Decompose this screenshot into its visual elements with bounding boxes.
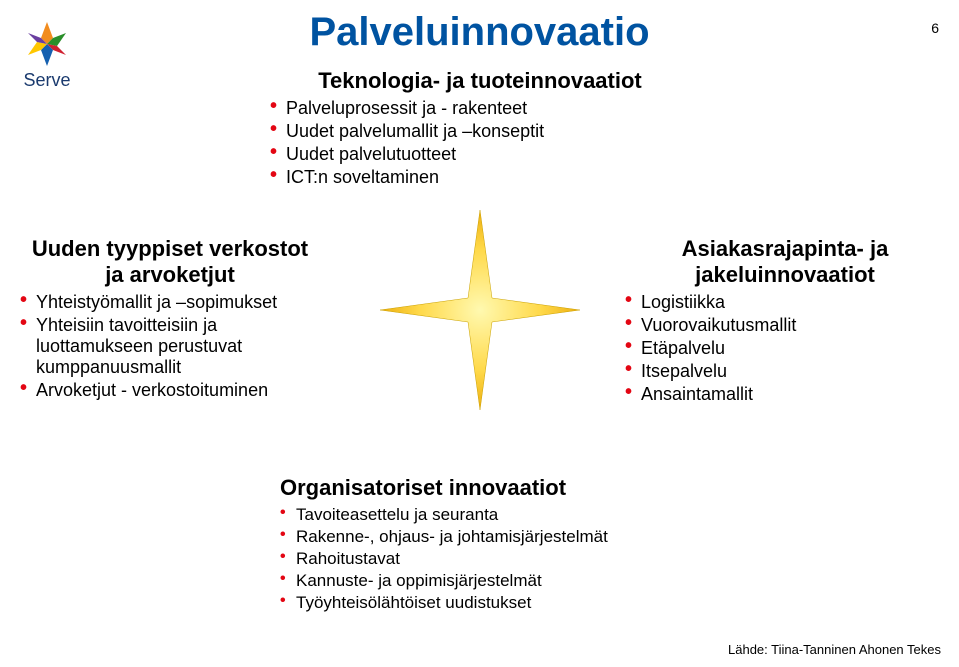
- list-item: Uudet palvelumallit ja –konseptit: [270, 121, 690, 142]
- list-item: Tavoiteasettelu ja seuranta: [280, 505, 700, 525]
- list-item: Ansaintamallit: [625, 384, 945, 405]
- list-item: Itsepalvelu: [625, 361, 945, 382]
- list-bottom: Tavoiteasettelu ja seuranta Rakenne-, oh…: [280, 505, 700, 613]
- block-top: Teknologia- ja tuoteinnovaatiot Palvelup…: [270, 68, 690, 190]
- list-item: Logistiikka: [625, 292, 945, 313]
- block-right: Asiakasrajapinta- ja jakeluinnovaatiot L…: [625, 236, 945, 407]
- list-item: Palveluprosessit ja - rakenteet: [270, 98, 690, 119]
- list-right: Logistiikka Vuorovaikutusmallit Etäpalve…: [625, 292, 945, 405]
- heading-bottom: Organisatoriset innovaatiot: [280, 475, 700, 501]
- heading-left: Uuden tyyppiset verkostot ja arvoketjut: [20, 236, 320, 288]
- list-item: Työyhteisölähtöiset uudistukset: [280, 593, 700, 613]
- source-text: Lähde: Tiina-Tanninen Ahonen Tekes: [728, 642, 941, 657]
- list-item: Etäpalvelu: [625, 338, 945, 359]
- list-left: Yhteistyömallit ja –sopimukset Yhteisiin…: [20, 292, 320, 401]
- center-star-icon: [380, 210, 580, 410]
- list-item: Rakenne-, ohjaus- ja johtamisjärjestelmä…: [280, 527, 700, 547]
- page-title: Palveluinnovaatio: [0, 10, 959, 55]
- list-item: Yhteistyömallit ja –sopimukset: [20, 292, 320, 313]
- block-bottom: Organisatoriset innovaatiot Tavoiteasett…: [280, 475, 700, 615]
- list-item: Kannuste- ja oppimisjärjestelmät: [280, 571, 700, 591]
- list-top: Palveluprosessit ja - rakenteet Uudet pa…: [270, 98, 690, 188]
- heading-right: Asiakasrajapinta- ja jakeluinnovaatiot: [625, 236, 945, 288]
- list-item: ICT:n soveltaminen: [270, 167, 690, 188]
- list-item: Yhteisiin tavoitteisiin ja luottamukseen…: [20, 315, 320, 378]
- brand-name: Serve: [23, 70, 70, 91]
- heading-top: Teknologia- ja tuoteinnovaatiot: [270, 68, 690, 94]
- block-left: Uuden tyyppiset verkostot ja arvoketjut …: [20, 236, 320, 403]
- list-item: Rahoitustavat: [280, 549, 700, 569]
- list-item: Vuorovaikutusmallit: [625, 315, 945, 336]
- page-number: 6: [931, 20, 939, 36]
- list-item: Arvoketjut - verkostoituminen: [20, 380, 320, 401]
- list-item: Uudet palvelutuotteet: [270, 144, 690, 165]
